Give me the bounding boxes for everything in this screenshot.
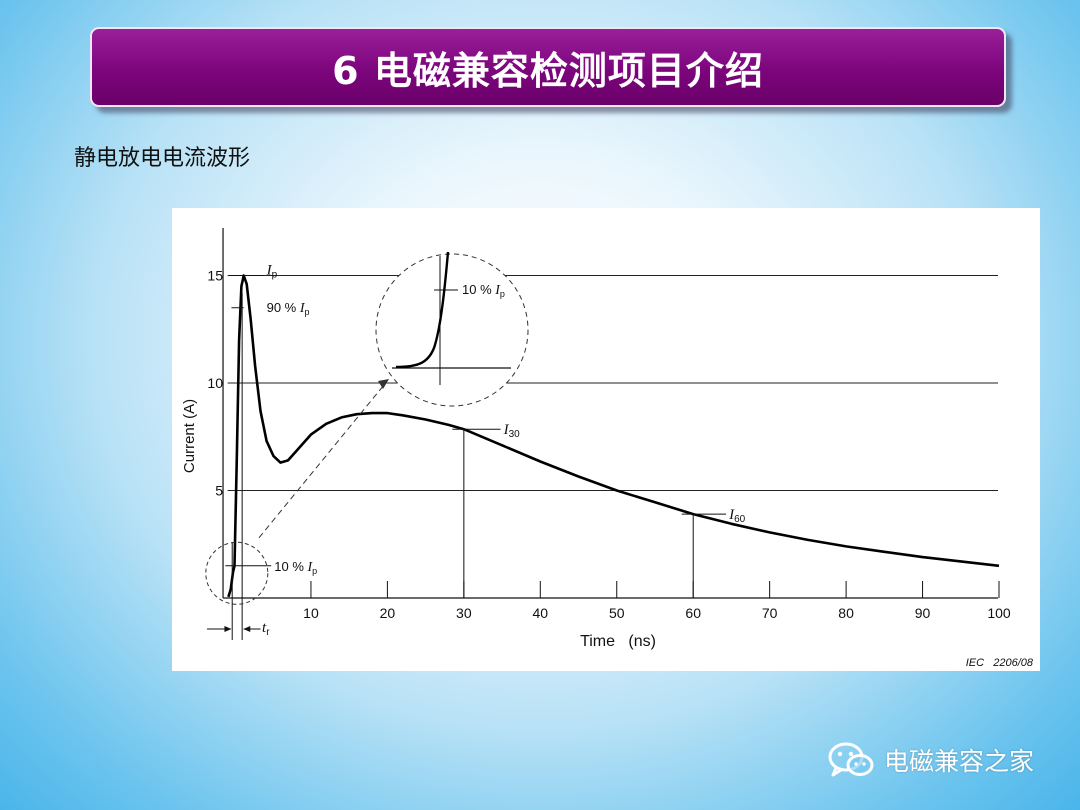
i30-label-symbol: I — [503, 422, 510, 438]
inset-rise-curve — [395, 251, 450, 369]
x-tick-label-70: 70 — [762, 605, 778, 621]
y-axis-label: Current (A) — [181, 399, 198, 473]
slide-title: 6 电磁兼容检测项目介绍 — [332, 48, 764, 93]
x-tick-label-50: 50 — [609, 605, 625, 621]
ip-label-symbol: I — [266, 263, 273, 279]
x-tick-label-10: 10 — [303, 605, 319, 621]
grid-layer — [227, 275, 998, 491]
y-tick-label-10: 10 — [207, 375, 223, 391]
ip10-label-prefix: 10 % — [274, 559, 307, 574]
ip10-label-subscript: p — [312, 566, 317, 576]
x-tick-label-60: 60 — [685, 605, 701, 621]
i30-label-subscript: 30 — [509, 429, 521, 440]
i60-label-symbol: I — [728, 507, 735, 523]
zoom-inset-circle — [375, 253, 529, 407]
inset-10pct-label-symbol: I — [494, 283, 501, 298]
ip90-label-prefix: 90 % — [267, 300, 300, 315]
inset-layer: 10 % Ip — [205, 251, 529, 605]
y-tick-label-15: 15 — [207, 268, 223, 284]
ip-label-subscript: p — [272, 270, 278, 281]
title-bar: 6 电磁兼容检测项目介绍 — [90, 27, 1006, 107]
tr-label-subscript: r — [266, 627, 270, 638]
axes-layer: 10 20 30 40 50 60 70 80 90 100 5 10 15 — [207, 228, 1011, 621]
tr-arrowhead-right — [243, 626, 251, 632]
x-tick-label-20: 20 — [380, 605, 396, 621]
inset-10pct-label-prefix: 10 % — [462, 282, 495, 297]
inset-10pct-label: 10 % Ip — [462, 282, 505, 299]
x-tick-label-80: 80 — [838, 605, 854, 621]
watermark-text: 电磁兼容之家 — [884, 747, 1035, 776]
wechat-icon — [828, 742, 874, 777]
ip90-label: 90 % Ip — [267, 300, 310, 317]
i60-label-subscript: 60 — [734, 514, 746, 525]
x-tick-label-40: 40 — [533, 605, 549, 621]
current-waveform-line — [227, 274, 1000, 598]
tr-label: tr — [262, 620, 270, 638]
ip10-label: 10 % Ip — [274, 559, 317, 576]
curve-layer — [227, 274, 1000, 598]
tr-arrowhead-left — [224, 626, 232, 632]
zoom-source-circle — [205, 541, 269, 605]
i60-label: I60 — [728, 507, 746, 525]
ip10-label-symbol: I — [307, 560, 314, 575]
slide-subtitle: 静电放电电流波形 — [74, 146, 251, 171]
zoom-arrow-line — [258, 384, 385, 539]
i30-label: I30 — [503, 422, 521, 440]
watermark: 电磁兼容之家 — [826, 740, 1034, 780]
x-axis-label: Time (ns) — [580, 633, 656, 650]
iec-credit: IEC 2206/08 — [966, 657, 1034, 669]
ip90-label-subscript: p — [305, 307, 310, 317]
chart-panel: 10 20 30 40 50 60 70 80 90 100 5 10 15 Ip 90 % Ip 10 %… — [172, 208, 1040, 671]
x-tick-label-30: 30 — [456, 605, 472, 621]
inset-10pct-label-subscript: p — [500, 289, 505, 299]
ip-label: Ip — [266, 263, 278, 281]
tr-label-symbol: t — [262, 620, 267, 636]
y-tick-label-5: 5 — [215, 483, 223, 499]
zoom-arrowhead — [378, 379, 389, 389]
x-tick-label-90: 90 — [915, 605, 931, 621]
x-tick-label-100: 100 — [987, 605, 1011, 621]
ip90-label-symbol: I — [299, 301, 306, 316]
